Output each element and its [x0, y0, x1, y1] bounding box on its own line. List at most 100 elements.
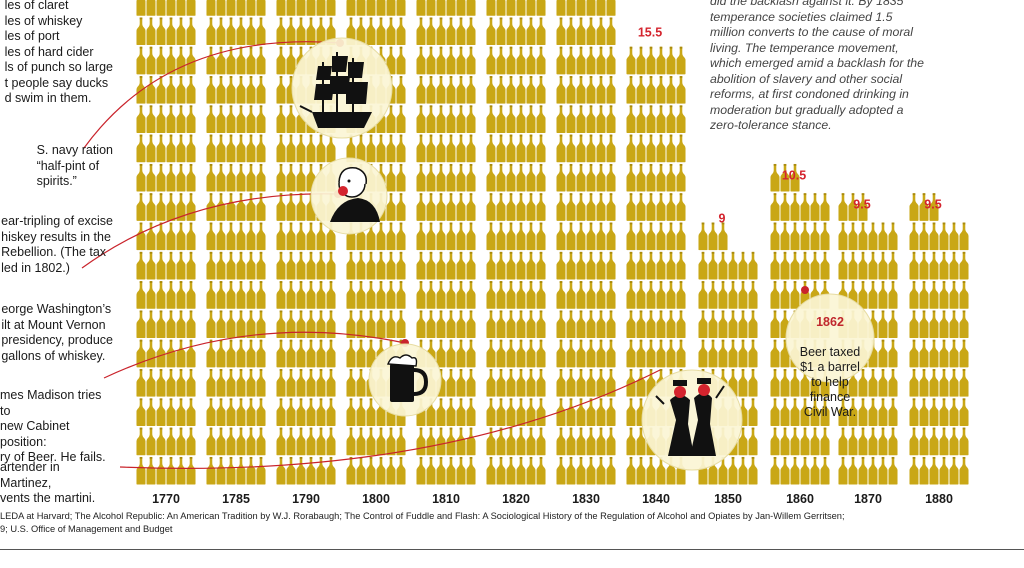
bottle-mark	[888, 369, 898, 397]
bottle-mark	[656, 251, 666, 280]
bottle-mark	[576, 251, 586, 280]
bottle-mark	[146, 0, 156, 16]
bottle-mark	[246, 339, 256, 368]
bottle-mark	[626, 427, 636, 456]
bottle-mark	[206, 222, 216, 251]
bottle-mark	[506, 17, 516, 46]
bottle-mark	[576, 193, 586, 221]
bottle-mark	[959, 310, 969, 339]
bottle-mark	[326, 0, 336, 16]
bottle-mark	[426, 251, 436, 280]
bottle-mark	[286, 369, 296, 397]
bottle-mark	[156, 46, 166, 75]
annotation-martini: artender in Martinez, vents the martini.	[0, 460, 96, 505]
bottle-mark	[276, 427, 286, 456]
bottle-mark	[306, 222, 316, 251]
bottle-mark	[576, 0, 586, 16]
bottle-mark	[156, 163, 166, 192]
bottle-mark	[156, 76, 166, 104]
bottle-mark	[156, 0, 166, 16]
bottle-mark	[486, 456, 496, 485]
bottle-mark	[296, 251, 306, 280]
year-label: 1870	[854, 492, 882, 506]
bottle-mark	[636, 134, 646, 163]
bottle-mark	[386, 222, 396, 251]
bottle-mark	[426, 193, 436, 221]
bottle-mark	[396, 222, 406, 251]
bottle-mark	[646, 193, 656, 221]
bottle-mark	[486, 369, 496, 397]
bottle-mark	[366, 281, 376, 309]
bottle-mark	[536, 222, 546, 251]
bottle-mark	[666, 251, 676, 280]
bottle-mark	[516, 427, 526, 456]
bottle-mark	[316, 0, 326, 16]
bottle-mark	[326, 427, 336, 456]
bottle-mark	[738, 281, 748, 309]
bottle-mark	[728, 310, 738, 339]
bottle-mark	[356, 339, 366, 368]
bottle-mark	[626, 222, 636, 251]
bottle-mark	[216, 76, 226, 104]
bottle-mark	[346, 251, 356, 280]
bottle-mark	[146, 46, 156, 75]
bottle-mark	[156, 369, 166, 397]
bottle-mark	[176, 251, 186, 280]
bottle-mark	[800, 251, 810, 280]
bottle-mark	[376, 17, 386, 46]
bottle-mark	[206, 134, 216, 163]
bottle-mark	[576, 163, 586, 192]
bottle-mark	[156, 339, 166, 368]
bottle-mark	[486, 105, 496, 133]
bottle-mark	[426, 456, 436, 485]
drinkers-icon	[641, 369, 743, 471]
bottle-mark	[586, 76, 596, 104]
bottle-mark	[306, 310, 316, 339]
bottle-mark	[496, 398, 506, 426]
bottle-mark	[888, 222, 898, 251]
bottle-mark	[386, 105, 396, 133]
bottle-mark	[146, 251, 156, 280]
bottle-mark	[939, 369, 949, 397]
bottle-mark	[536, 310, 546, 339]
bottle-mark	[276, 339, 286, 368]
bottle-mark	[326, 339, 336, 368]
bottle-mark	[576, 281, 586, 309]
bottle-mark	[176, 163, 186, 192]
bottle-mark	[256, 46, 266, 75]
bottle-mark	[286, 339, 296, 368]
bottle-mark	[909, 310, 919, 339]
bottle-mark	[296, 369, 306, 397]
bottle-mark	[176, 0, 186, 16]
bottle-mark	[526, 105, 536, 133]
bottle-mark	[516, 17, 526, 46]
bottle-mark	[316, 456, 326, 485]
bottle-mark	[366, 427, 376, 456]
bottle-mark	[246, 76, 256, 104]
bottle-mark	[516, 310, 526, 339]
bottle-mark	[286, 193, 296, 221]
bottle-mark	[878, 339, 888, 368]
bottle-mark	[770, 222, 780, 251]
bottle-mark	[216, 251, 226, 280]
bottle-mark	[456, 369, 466, 397]
bottle-mark	[536, 193, 546, 221]
bottle-mark	[466, 427, 476, 456]
bottle-mark	[246, 369, 256, 397]
bottle-mark	[949, 281, 959, 309]
bottle-mark	[456, 398, 466, 426]
bottle-mark	[576, 17, 586, 46]
line-ship	[83, 41, 341, 149]
bottle-mark	[146, 369, 156, 397]
bottle-mark	[216, 281, 226, 309]
bottle-mark	[586, 163, 596, 192]
bottle-mark	[136, 193, 146, 221]
bottle-mark	[136, 134, 146, 163]
bottle-mark	[436, 46, 446, 75]
bottle-mark	[929, 398, 939, 426]
bottle-mark	[790, 456, 800, 485]
bottle-mark	[656, 46, 666, 75]
bottle-mark	[186, 339, 196, 368]
bottle-mark	[939, 310, 949, 339]
bottle-mark	[596, 46, 606, 75]
